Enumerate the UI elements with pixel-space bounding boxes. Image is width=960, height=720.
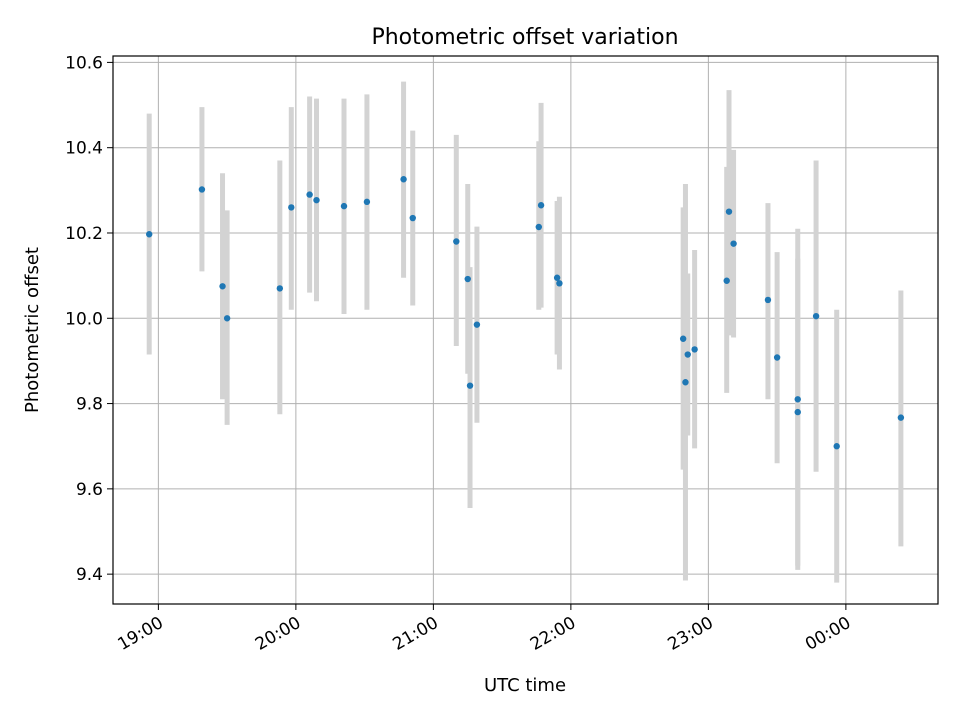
y-tick-label: 10.2	[65, 224, 103, 244]
data-point	[730, 240, 737, 247]
x-axis: 19:00 20:00 21:00 22:00 23:00 00:00	[114, 604, 854, 655]
data-point	[464, 275, 471, 283]
x-tick-label: 20:00	[252, 613, 304, 655]
data-point	[409, 214, 416, 222]
y-tick-label: 10.4	[65, 139, 103, 159]
y-tick-label: 9.6	[76, 480, 103, 500]
x-tick-label: 22:00	[527, 613, 579, 655]
data-point	[306, 191, 313, 198]
point-layer	[146, 176, 905, 450]
data-point	[466, 382, 474, 389]
data-point	[833, 443, 840, 450]
data-point	[198, 186, 206, 193]
data-point	[764, 296, 772, 304]
data-point	[535, 223, 542, 231]
data-point	[219, 283, 226, 290]
data-point	[897, 414, 905, 421]
data-point	[473, 321, 481, 328]
y-tick-label: 10.6	[65, 53, 103, 73]
y-tick-label: 10.0	[65, 309, 103, 329]
data-point	[537, 202, 545, 209]
data-point	[794, 396, 801, 403]
data-point	[223, 315, 231, 322]
chart-title: Photometric offset variation	[371, 25, 678, 50]
data-point	[682, 379, 689, 386]
y-axis-label: Photometric offset	[22, 247, 43, 413]
data-point	[553, 274, 561, 281]
grid-layer	[113, 56, 938, 604]
x-axis-label: UTC time	[484, 675, 566, 696]
y-axis: 9.4 9.6 9.8 10.0 10.2 10.4 10.6	[65, 53, 113, 585]
data-point	[684, 351, 691, 358]
data-point	[363, 198, 371, 206]
data-point	[146, 231, 153, 238]
data-point	[556, 280, 563, 287]
errorbar-layer	[146, 81, 904, 583]
x-tick-label: 21:00	[389, 613, 441, 655]
data-point	[313, 196, 320, 204]
data-point	[723, 277, 730, 284]
data-point	[773, 354, 781, 361]
data-point	[400, 176, 407, 183]
data-point	[794, 408, 801, 416]
y-tick-label: 9.4	[76, 565, 103, 585]
data-point	[340, 202, 348, 210]
data-point	[276, 285, 284, 292]
data-point	[679, 335, 687, 342]
data-point	[812, 312, 820, 320]
plot-frame	[112, 55, 939, 605]
data-point	[691, 346, 698, 353]
x-tick-label: 00:00	[802, 613, 854, 655]
x-tick-label: 23:00	[664, 613, 716, 655]
x-tick-label: 19:00	[114, 613, 166, 655]
data-point	[288, 204, 295, 211]
data-point	[453, 238, 460, 245]
data-point	[725, 208, 733, 215]
y-tick-label: 9.8	[76, 395, 103, 415]
